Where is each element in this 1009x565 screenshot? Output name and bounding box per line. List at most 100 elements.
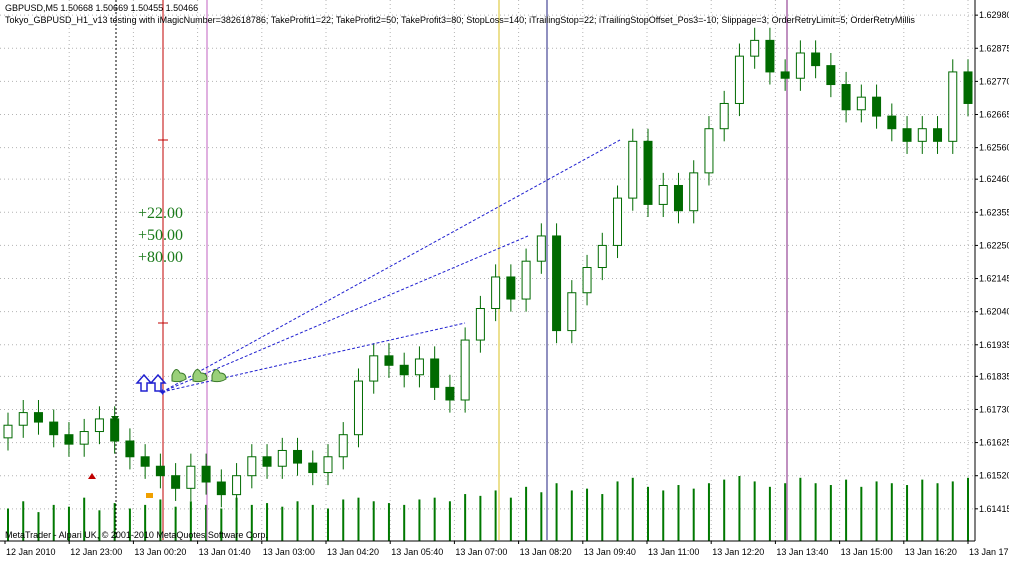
- candle-body: [597, 244, 607, 269]
- chart-subtitle: Tokyo_GBPUSD_H1_v13 testing with iMagicN…: [5, 15, 915, 25]
- candle-body: [64, 434, 74, 445]
- grid: [0, 0, 975, 541]
- y-tick-label: 1.61415: [979, 504, 1009, 514]
- y-tick-label: 1.62355: [979, 207, 1009, 217]
- x-tick-label: 13 Jan 05:40: [391, 547, 443, 557]
- candle-body: [293, 449, 303, 464]
- annotation: +22.00: [138, 205, 183, 222]
- candle-body: [613, 197, 623, 246]
- price-axis-panel: [975, 0, 1009, 560]
- x-tick-label: 12 Jan 2010: [6, 547, 56, 557]
- candle-body: [460, 339, 470, 401]
- volume: [7, 476, 969, 541]
- candle-body: [414, 358, 424, 376]
- annotation: +80.00: [138, 249, 183, 266]
- candle-body: [430, 358, 440, 388]
- y-tick-label: 1.62665: [979, 110, 1009, 120]
- x-tick-label: 13 Jan 13:40: [776, 547, 828, 557]
- x-tick-label: 13 Jan 17:4: [969, 547, 1009, 557]
- candle-body: [628, 140, 638, 199]
- signal-up: [88, 473, 96, 479]
- candle-body: [536, 235, 546, 262]
- candle-body: [79, 431, 89, 445]
- candle-body: [308, 462, 318, 474]
- candle-body: [232, 475, 242, 496]
- candle-body: [49, 421, 59, 436]
- candle-body: [506, 276, 516, 300]
- candle-body: [475, 308, 485, 341]
- candle-body: [94, 418, 104, 433]
- candle-body: [18, 412, 28, 426]
- candle-body: [826, 65, 836, 86]
- entry-mark: ✦: [158, 387, 167, 399]
- x-tick-label: 13 Jan 01:40: [199, 547, 251, 557]
- x-tick-label: 13 Jan 16:20: [905, 547, 957, 557]
- candle-body: [216, 481, 226, 496]
- y-tick-label: 1.61520: [979, 471, 1009, 481]
- candle-body: [856, 96, 866, 111]
- candle-body: [491, 276, 501, 310]
- candle-body: [186, 465, 196, 489]
- y-tick-label: 1.62770: [979, 76, 1009, 86]
- candle-body: [247, 456, 257, 477]
- candle-body: [902, 128, 912, 142]
- candle-body: [933, 128, 943, 142]
- candle-body: [521, 260, 531, 300]
- x-tick-label: 13 Jan 04:20: [327, 547, 379, 557]
- candle-body: [582, 267, 592, 294]
- candle-body: [719, 102, 729, 130]
- y-tick-label: 1.61835: [979, 371, 1009, 381]
- x-tick-label: 13 Jan 07:00: [455, 547, 507, 557]
- candle-body: [171, 475, 181, 489]
- y-tick-label: 1.62980: [979, 10, 1009, 20]
- candle-body: [917, 128, 927, 142]
- candle-body: [841, 84, 851, 111]
- candle-body: [155, 465, 165, 477]
- candle-body: [140, 456, 150, 467]
- footer: MetaTrader - Alpari UK, © 2001-2010 Meta…: [5, 530, 268, 540]
- close-icons: [171, 369, 227, 383]
- candle-body: [3, 424, 13, 439]
- candle-body: [643, 140, 653, 205]
- signal-down: [111, 416, 119, 422]
- candle-body: [811, 52, 821, 67]
- candle-body: [110, 418, 120, 442]
- candle-body: [353, 380, 363, 436]
- x-tick-label: 13 Jan 00:20: [134, 547, 186, 557]
- x-tick-label: 13 Jan 11:00: [648, 547, 699, 557]
- annotations: +22.00 +50.00 +80.00: [138, 205, 183, 266]
- candle-body: [277, 449, 287, 467]
- candles: [3, 27, 973, 508]
- y-tick-label: 1.62875: [979, 43, 1009, 53]
- candle-body: [963, 71, 973, 104]
- candle-body: [323, 456, 333, 474]
- y-tick-label: 1.62460: [979, 174, 1009, 184]
- y-tick-label: 1.62145: [979, 274, 1009, 284]
- candle-body: [780, 71, 790, 79]
- x-tick-label: 13 Jan 08:20: [520, 547, 572, 557]
- candle-body: [673, 184, 683, 212]
- candle-body: [552, 235, 562, 332]
- x-tick-label: 13 Jan 12:20: [712, 547, 764, 557]
- x-tick-label: 13 Jan 03:00: [263, 547, 315, 557]
- y-tick-label: 1.62560: [979, 143, 1009, 153]
- candle-body: [369, 355, 379, 382]
- candle-body: [734, 55, 744, 104]
- y-tick-label: 1.61730: [979, 404, 1009, 414]
- x-tick-label: 13 Jan 09:40: [584, 547, 636, 557]
- y-tick-label: 1.61935: [979, 340, 1009, 350]
- axes: 1.62980 1.62875 1.62770 1.62665 1.62560 1.624…: [4, 10, 1009, 557]
- candle-body: [338, 434, 348, 458]
- time-axis-panel: [0, 541, 1009, 560]
- candle-body: [384, 355, 394, 366]
- chart-title: GBPUSD,M5 1.50668 1.50669 1.50455 1.5046…: [5, 3, 198, 13]
- candle-body: [795, 52, 805, 79]
- candle-body: [658, 184, 668, 205]
- buy-arrows: [135, 373, 167, 392]
- candle-body: [567, 292, 577, 332]
- candle-body: [887, 115, 897, 130]
- candle-body: [704, 128, 714, 174]
